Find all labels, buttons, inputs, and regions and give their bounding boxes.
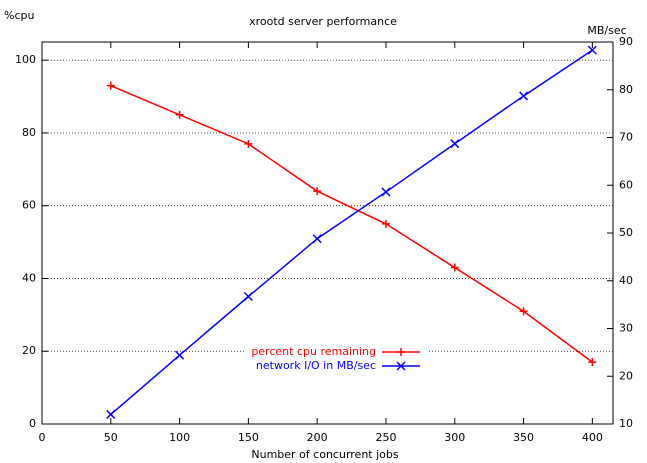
- y-tick-label: 80: [22, 126, 36, 139]
- y-axis-label: %cpu: [4, 9, 34, 22]
- plot-frame: [41, 41, 614, 425]
- point-marker: [519, 91, 529, 101]
- y-tick-label: 40: [22, 271, 36, 284]
- y2-tick-label: 80: [619, 83, 633, 96]
- y2-tick-label: 60: [619, 178, 633, 191]
- point-marker: [588, 358, 597, 367]
- y-tick-label: 20: [22, 344, 36, 357]
- point-marker: [175, 350, 185, 360]
- x-tick-label: 200: [307, 431, 328, 444]
- x-tick-label: 250: [375, 431, 396, 444]
- y-tick-label: 60: [22, 199, 36, 212]
- point-marker: [312, 234, 322, 244]
- x-axis-label: Number of concurrent jobs: [251, 448, 398, 461]
- y2-tick-label: 50: [619, 226, 633, 239]
- point-marker: [313, 187, 322, 196]
- point-marker: [450, 263, 459, 272]
- point-marker: [106, 409, 116, 419]
- point-marker: [175, 110, 184, 119]
- point-marker: [106, 81, 115, 90]
- y2-axis-label: MB/sec: [587, 24, 626, 37]
- y2-tick-label: 70: [619, 131, 633, 144]
- point-marker: [450, 139, 460, 149]
- chart-title: xrootd server performance: [249, 15, 397, 28]
- point-marker: [381, 187, 391, 197]
- legend-label: network I/O in MB/sec: [256, 359, 376, 372]
- x-tick-label: 400: [582, 431, 603, 444]
- point-marker: [587, 45, 597, 55]
- x-tick-label: 0: [39, 431, 46, 444]
- y2-tick-label: 20: [619, 369, 633, 382]
- legend-box: [245, 344, 427, 374]
- x-tick-label: 300: [444, 431, 465, 444]
- series-line: [110, 49, 593, 416]
- x-tick-label: 50: [104, 431, 118, 444]
- y2-tick-label: 90: [619, 35, 633, 48]
- point-marker: [243, 291, 253, 302]
- point-marker: [244, 139, 253, 148]
- point-marker: [519, 307, 528, 316]
- y-tick-label: 0: [29, 417, 36, 430]
- series-line: [110, 84, 593, 363]
- x-tick-label: 150: [238, 431, 259, 444]
- point-marker: [396, 361, 406, 371]
- point-marker: [397, 348, 405, 356]
- y2-tick-label: 10: [619, 417, 633, 430]
- x-tick-label: 100: [169, 431, 190, 444]
- legend-label: percent cpu remaining: [251, 345, 376, 358]
- y2-tick-label: 40: [619, 274, 633, 287]
- point-marker: [381, 219, 390, 228]
- y2-tick-label: 30: [619, 322, 633, 335]
- x-tick-label: 350: [513, 431, 534, 444]
- y-tick-label: 100: [15, 53, 36, 66]
